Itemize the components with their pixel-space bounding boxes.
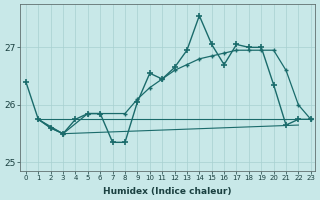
X-axis label: Humidex (Indice chaleur): Humidex (Indice chaleur) [103, 187, 231, 196]
